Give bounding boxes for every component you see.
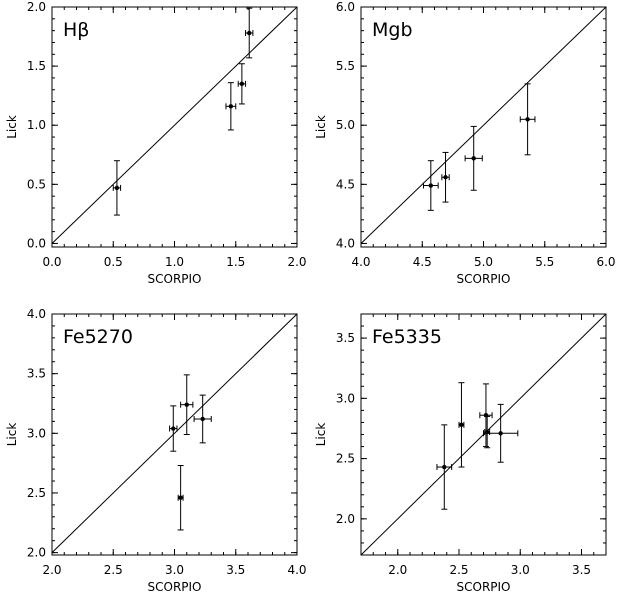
x-tick-label: 3.0 xyxy=(511,563,530,577)
point-marker xyxy=(459,422,464,428)
x-tick-label: 4.0 xyxy=(287,563,306,577)
panel-4: 2.0 2.5 3.0 3.5 2.0 2.5 3.0 3.5 SCORPIO Lick Fe533… xyxy=(314,313,607,594)
point-marker xyxy=(171,426,176,431)
y-tick-label: 0.5 xyxy=(27,177,46,191)
data-point xyxy=(225,82,237,131)
y-tick-label: 0.0 xyxy=(27,236,46,250)
y-tick-label: 3.0 xyxy=(336,391,355,405)
y-tick-label: 2.0 xyxy=(27,546,46,560)
x-axis-title: SCORPIO xyxy=(148,272,202,286)
point-marker xyxy=(184,402,189,407)
data-point xyxy=(441,151,450,203)
panel-label: Fe5270 xyxy=(63,326,133,348)
x-tick-label: 5.5 xyxy=(535,255,554,269)
y-tick-label: 4.0 xyxy=(336,236,355,250)
data-point xyxy=(422,160,439,211)
panel-3: 2.0 2.5 3.0 3.5 4.0 2.0 2.5 3.0 3.5 4.0 SCORPIO Lic… xyxy=(5,307,307,594)
one-to-one-line xyxy=(51,6,298,244)
y-tick-label: 3.5 xyxy=(27,367,46,381)
y-tick-label: 2.5 xyxy=(336,452,355,466)
point-marker xyxy=(498,431,503,436)
data-point xyxy=(237,63,247,105)
data-point xyxy=(169,405,178,452)
x-tick-label: 1.5 xyxy=(226,255,245,269)
panel-label: Hβ xyxy=(63,19,89,41)
data-point xyxy=(436,424,453,510)
one-to-one-line xyxy=(360,6,607,244)
x-tick-label: 5.0 xyxy=(474,255,493,269)
point-marker xyxy=(442,464,447,470)
y-tick-label: 2.0 xyxy=(336,512,355,526)
data-point xyxy=(193,394,212,444)
data-point xyxy=(245,7,254,59)
point-marker xyxy=(443,175,448,180)
panel-1: 0.0 0.5 1.0 1.5 2.0 0.0 0.5 1.0 1.5 2.0 SCORPIO Lic… xyxy=(5,0,307,286)
x-tick-label: 3.5 xyxy=(572,563,591,577)
y-tick-label: 4.5 xyxy=(336,177,355,191)
x-axis-title: SCORPIO xyxy=(457,272,511,286)
point-marker xyxy=(428,183,434,188)
y-tick-label: 2.5 xyxy=(27,486,46,500)
y-axis-title: Lick xyxy=(5,115,19,139)
point-marker xyxy=(114,185,120,191)
point-marker xyxy=(471,156,476,161)
data-point xyxy=(519,83,536,156)
x-axis-title: SCORPIO xyxy=(457,580,511,594)
data-point xyxy=(112,160,122,216)
x-tick-label: 0.5 xyxy=(104,255,123,269)
y-axis-title: Lick xyxy=(314,423,328,447)
data-point xyxy=(180,374,194,435)
data-point xyxy=(464,125,483,191)
point-marker xyxy=(239,81,245,87)
data-point xyxy=(479,383,493,448)
x-tick-label: 3.0 xyxy=(165,563,184,577)
x-axis-title: SCORPIO xyxy=(148,580,202,594)
panel-label: Fe5335 xyxy=(372,326,442,348)
x-tick-label: 4.0 xyxy=(351,255,370,269)
data-point xyxy=(483,403,519,463)
x-tick-label: 6.0 xyxy=(596,255,615,269)
data-point xyxy=(177,465,184,531)
y-tick-label: 2.0 xyxy=(27,0,46,14)
data-point xyxy=(484,415,491,449)
point-marker xyxy=(247,30,252,36)
x-tick-label: 0.0 xyxy=(42,255,61,269)
y-tick-label: 1.5 xyxy=(27,59,46,73)
y-tick-label: 1.0 xyxy=(27,118,46,132)
x-tick-label: 3.5 xyxy=(226,563,245,577)
y-tick-label: 3.5 xyxy=(336,331,355,345)
point-marker xyxy=(178,495,183,500)
y-tick-label: 4.0 xyxy=(27,307,46,321)
point-marker xyxy=(525,117,530,122)
x-tick-label: 1.0 xyxy=(165,255,184,269)
x-tick-label: 2.5 xyxy=(104,563,123,577)
data-point xyxy=(458,382,465,468)
y-tick-label: 6.0 xyxy=(336,0,355,14)
one-to-one-line xyxy=(51,313,298,553)
y-tick-label: 3.0 xyxy=(27,426,46,440)
point-marker xyxy=(228,104,234,109)
x-tick-label: 2.0 xyxy=(42,563,61,577)
x-tick-label: 2.5 xyxy=(449,563,468,577)
y-tick-label: 5.0 xyxy=(336,118,355,132)
y-axis-title: Lick xyxy=(314,115,328,139)
y-axis-title: Lick xyxy=(5,423,19,447)
y-tick-label: 5.5 xyxy=(336,59,355,73)
point-marker xyxy=(200,416,205,422)
x-tick-label: 2.0 xyxy=(388,563,407,577)
panel-label: Mgb xyxy=(372,19,413,41)
x-tick-label: 2.0 xyxy=(287,255,306,269)
panel-2: 4.0 4.5 5.0 5.5 6.0 4.0 4.5 5.0 5.5 6.0 SCORPIO Lic… xyxy=(314,0,616,286)
x-tick-label: 4.5 xyxy=(413,255,432,269)
